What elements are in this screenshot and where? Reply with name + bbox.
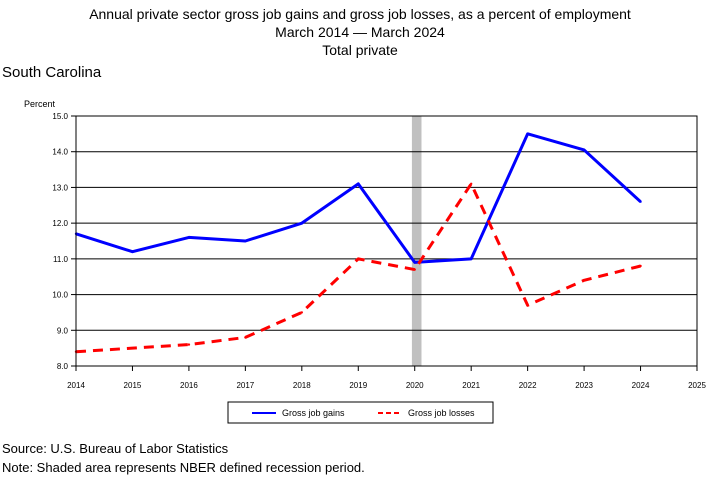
recession-shading [411,116,422,366]
y-tick-label: 9.0 [57,326,69,335]
data-point [582,279,586,282]
data-point [582,148,586,152]
y-tick-label: 8.0 [57,362,69,371]
legend-label-gains: Gross job gains [282,408,345,418]
legend-box [227,401,494,424]
data-point [639,264,642,268]
x-tick-label: 2022 [519,381,537,390]
x-tick-label: 2023 [575,381,593,390]
x-tick-label: 2019 [349,381,367,390]
data-point [469,257,473,261]
data-point [131,250,134,253]
series-line-gains [75,132,642,264]
chart-subtitle-period: March 2014 — March 2024 [275,24,445,40]
x-tick-label: 2024 [632,381,650,390]
x-tick-label: 2021 [462,381,480,390]
recession-note: Note: Shaded area represents NBER define… [2,460,365,475]
series-line-losses [75,182,641,354]
y-tick-label: 14.0 [52,148,68,157]
x-tick-label: 2014 [67,381,85,390]
data-point [244,239,247,243]
data-point [526,132,529,136]
x-tick-label: 2025 [688,381,706,390]
data-point [357,182,360,186]
data-point [131,346,134,350]
data-point [639,200,642,203]
data-point [244,336,247,339]
y-tick-label: 15.0 [52,112,68,121]
y-tick-label: 12.0 [52,219,68,228]
x-tick-label: 2020 [406,381,424,390]
data-point [413,261,416,264]
chart-title: Annual private sector gross job gains an… [89,6,631,22]
data-point [187,343,191,346]
plot-frame [75,115,698,367]
legend-label-losses: Gross job losses [408,408,475,418]
data-point [187,236,191,239]
y-axis-label: Percent [24,99,56,109]
data-point [526,304,529,307]
x-tick-label: 2018 [293,381,311,390]
x-tick-label: 2015 [124,381,142,390]
data-point [357,257,360,261]
y-tick-label: 11.0 [53,255,69,264]
source-note: Source: U.S. Bureau of Labor Statistics [2,441,229,456]
chart-subtitle-industry: Total private [322,42,398,58]
data-point [413,268,416,271]
y-tick-label: 13.0 [52,183,68,192]
data-point [300,221,304,225]
y-tick-label: 10.0 [52,291,68,300]
x-tick-label: 2017 [236,381,254,390]
data-point [300,311,304,314]
x-tick-label: 2016 [180,381,198,390]
region-label: South Carolina [2,64,102,81]
data-point [469,182,473,186]
